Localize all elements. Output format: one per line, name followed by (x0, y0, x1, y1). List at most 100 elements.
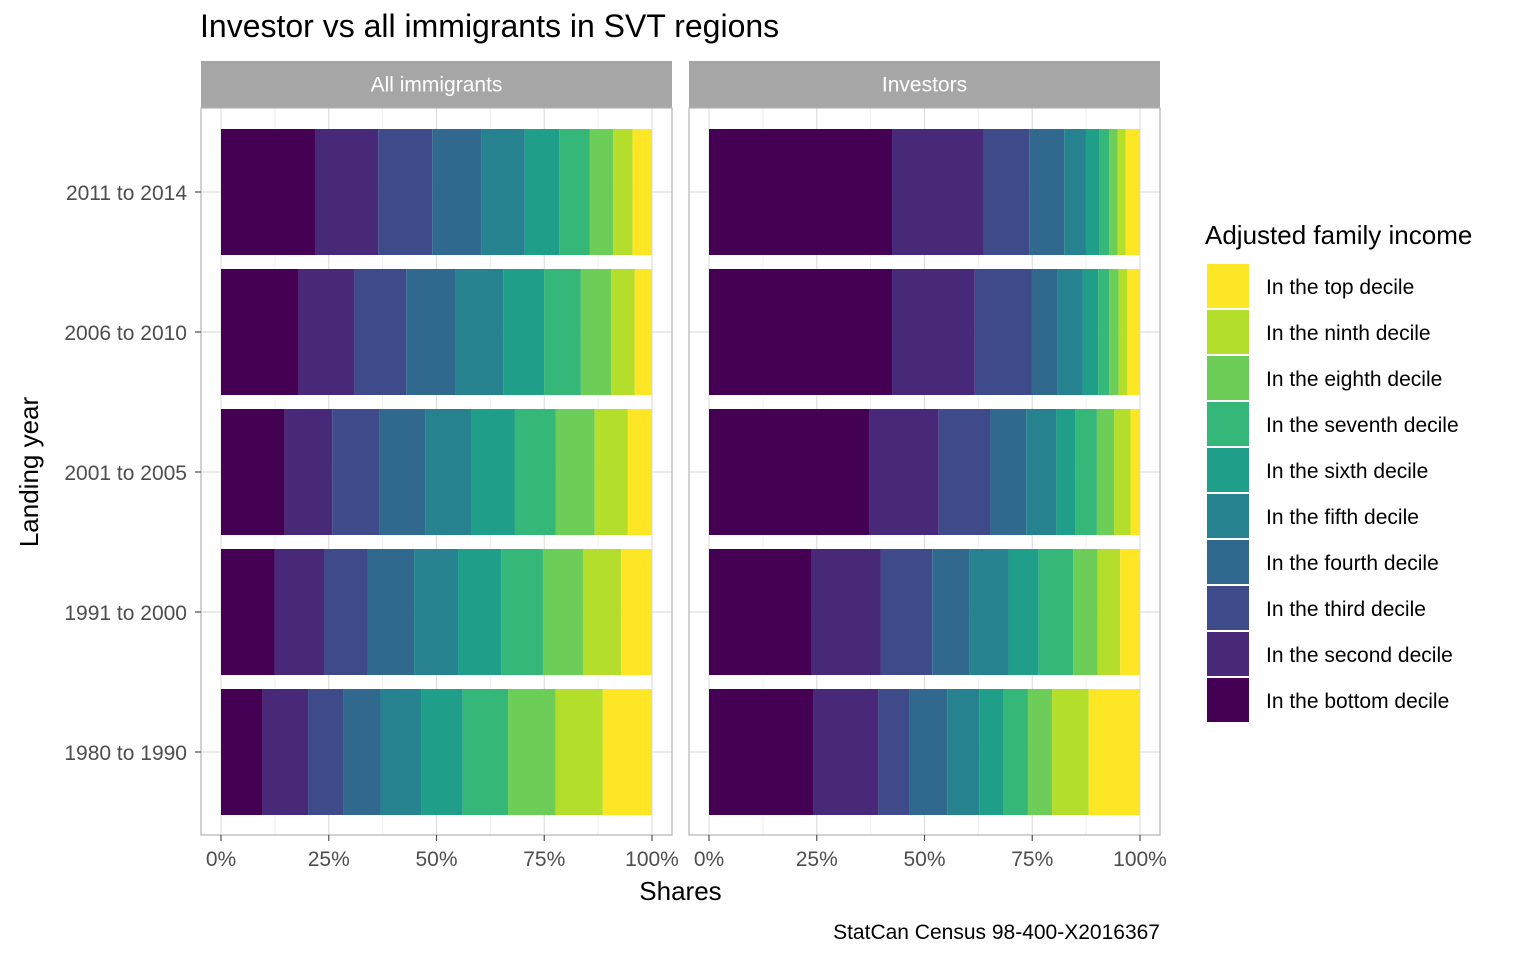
bar-segment (602, 689, 652, 815)
y-axis-title: Landing year (14, 396, 44, 547)
bar-segment (421, 689, 463, 815)
bar-segment (367, 549, 415, 675)
facet-strip-label: Investors (882, 74, 967, 97)
bar-segment (315, 129, 379, 255)
bar-segment (1064, 129, 1086, 255)
bar-segment (481, 129, 525, 255)
bar-segment (709, 549, 812, 675)
x-tick-label: 25% (308, 848, 350, 871)
x-tick-label: 25% (796, 848, 838, 871)
bar-segment (580, 269, 612, 395)
bar-segment (990, 409, 1027, 535)
y-tick-label: 2006 to 2010 (64, 322, 187, 345)
legend-label: In the sixth decile (1266, 460, 1428, 483)
bar-segment (1099, 129, 1110, 255)
legend-key (1207, 448, 1249, 492)
bar-segment (1075, 409, 1097, 535)
legend-key (1207, 678, 1249, 722)
legend-key (1207, 356, 1249, 400)
bar-segment (878, 689, 910, 815)
bar-segment (332, 409, 380, 535)
bar-segment (555, 409, 595, 535)
bar-segment (709, 129, 893, 255)
bar-segment (524, 129, 560, 255)
bar-segment (983, 129, 1030, 255)
legend-label: In the top decile (1266, 276, 1414, 299)
bar-segment (1096, 409, 1115, 535)
bar-segment (1118, 269, 1128, 395)
bar-segment (1130, 409, 1140, 535)
bar-segment (378, 129, 433, 255)
legend-label: In the third decile (1266, 598, 1426, 621)
legend-label: In the ninth decile (1266, 322, 1431, 345)
chart-title: Investor vs all immigrants in SVT region… (200, 8, 780, 44)
x-tick-label: 50% (903, 848, 945, 871)
legend-label: In the second decile (1266, 644, 1453, 667)
bar-segment (298, 269, 355, 395)
bar-segment (892, 269, 975, 395)
bar-segment (1088, 689, 1140, 815)
caption: StatCan Census 98-400-X2016367 (833, 921, 1160, 944)
bar-segment (974, 269, 1032, 395)
x-tick-label: 0% (694, 848, 724, 871)
bar-segment (1073, 549, 1098, 675)
bar-segment (813, 689, 879, 815)
bar-segment (869, 409, 939, 535)
facet-strip (689, 61, 1160, 108)
x-tick-label: 0% (206, 848, 236, 871)
bar-segment (462, 689, 509, 815)
bar-segment (379, 409, 426, 535)
y-tick-label: 1980 to 1990 (64, 742, 187, 765)
bar-segment (1008, 549, 1039, 675)
bar-segment (221, 409, 285, 535)
bar-segment (811, 549, 881, 675)
bar-segment (380, 689, 422, 815)
bar-segment (343, 689, 381, 815)
bar-segment (458, 549, 502, 675)
legend-key (1207, 586, 1249, 630)
bar-segment (620, 549, 652, 675)
bar-segment (221, 129, 316, 255)
facet-strip-label: All immigrants (371, 74, 503, 97)
bar-segment (1127, 269, 1140, 395)
bar-segment (455, 269, 504, 395)
bar-segment (1125, 129, 1140, 255)
legend-key (1207, 264, 1249, 308)
legend-label: In the fifth decile (1266, 506, 1419, 529)
bar-segment (709, 689, 814, 815)
legend-key (1207, 494, 1249, 538)
bar-segment (1029, 129, 1065, 255)
bar-segment (542, 549, 584, 675)
bar-segment (1027, 689, 1053, 815)
legend-label: In the fourth decile (1266, 552, 1439, 575)
bar-segment (221, 689, 263, 815)
legend-title: Adjusted family income (1205, 220, 1472, 250)
bar-segment (432, 129, 482, 255)
bar-segment (709, 409, 870, 535)
bar-segment (947, 689, 980, 815)
legend-label: In the eighth decile (1266, 368, 1442, 391)
bar-segment (583, 549, 621, 675)
legend-key (1207, 632, 1249, 676)
bar-segment (880, 549, 933, 675)
bar-segment (1120, 549, 1140, 675)
bar-segment (1114, 409, 1131, 535)
bar-segment (544, 269, 581, 395)
bar-segment (932, 549, 970, 675)
bar-segment (1109, 129, 1118, 255)
x-tick-label: 100% (625, 848, 679, 871)
bar-segment (892, 129, 984, 255)
bar-segment (611, 269, 635, 395)
bar-segment (1082, 269, 1099, 395)
bar-segment (709, 269, 893, 395)
bar-segment (632, 129, 652, 255)
bar-segment (262, 689, 309, 815)
bar-segment (1031, 269, 1058, 395)
bar-segment (1085, 129, 1100, 255)
bar-segment (1038, 549, 1074, 675)
bar-segment (324, 549, 368, 675)
bar-segment (589, 129, 614, 255)
x-tick-label: 75% (523, 848, 565, 871)
bar-segment (979, 689, 1004, 815)
bar-segment (503, 269, 545, 395)
